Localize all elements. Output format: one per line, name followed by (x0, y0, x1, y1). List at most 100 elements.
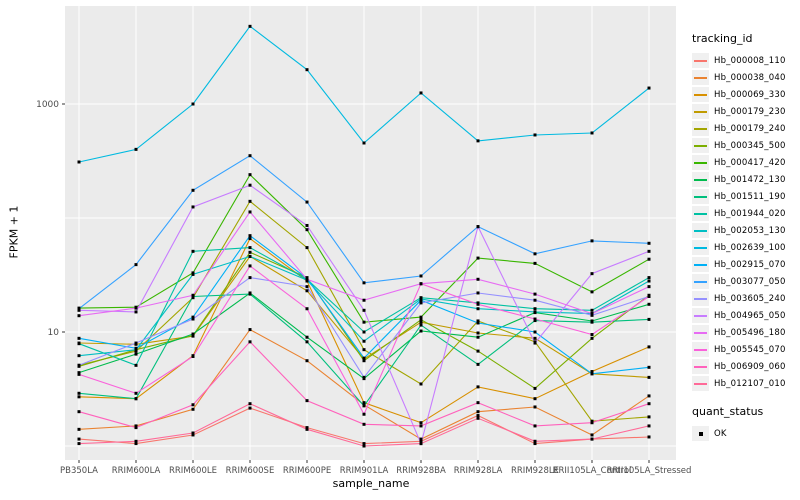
quant-status-item: OK (692, 425, 798, 442)
data-point (476, 349, 480, 353)
legend-color-segment (694, 331, 707, 334)
data-point (647, 285, 651, 289)
data-point (647, 86, 651, 90)
legend-color-segment (694, 246, 707, 249)
data-point (248, 250, 252, 254)
quant-status-label: OK (714, 428, 727, 439)
data-point (362, 339, 366, 343)
data-point (77, 371, 81, 375)
data-point (476, 335, 480, 339)
data-point (533, 397, 537, 401)
x-tick-label-RRIM928LA: RRIM928LA (454, 466, 503, 476)
legend-item-label: Hb_001472_130 (714, 174, 786, 185)
data-point (134, 391, 138, 395)
data-point (647, 402, 651, 406)
data-point (191, 272, 195, 276)
legend-item-Hb_000345_500: Hb_000345_500 (692, 137, 798, 154)
data-point (590, 239, 594, 243)
legend-color-segment (694, 229, 707, 232)
data-point (362, 141, 366, 145)
data-point (134, 397, 138, 401)
x-tick-label-RRIM600LA: RRIM600LA (112, 466, 161, 476)
data-point (362, 375, 366, 379)
data-point (362, 298, 366, 302)
data-point (476, 225, 480, 229)
data-point (77, 307, 81, 311)
data-point (248, 254, 252, 258)
data-point (533, 292, 537, 296)
legend-title-quant-status: quant_status (692, 405, 764, 418)
data-point (362, 442, 366, 446)
legend-item-label: Hb_000417_420 (714, 157, 786, 168)
data-point (305, 335, 309, 339)
data-point (647, 276, 651, 280)
data-point (647, 294, 651, 298)
legend-item-label: Hb_003605_240 (714, 293, 786, 304)
data-point (248, 264, 252, 268)
legend-item-Hb_006909_060: Hb_006909_060 (692, 358, 798, 375)
data-point (362, 412, 366, 416)
data-point (590, 372, 594, 376)
legend-color-segment (694, 195, 707, 198)
data-point (647, 241, 651, 245)
legend-key-line (692, 172, 709, 187)
legend-item-label: Hb_005545_070 (714, 344, 786, 355)
legend-color-segment (694, 161, 707, 164)
data-point (77, 395, 81, 399)
legend-item-Hb_012107_010: Hb_012107_010 (692, 375, 798, 392)
data-point (590, 333, 594, 337)
data-point (191, 332, 195, 336)
legend-item-Hb_005496_180: Hb_005496_180 (692, 324, 798, 341)
data-point (419, 329, 423, 333)
x-tick-label-RRII105LA_Stressed: RRII105LA_Stressed (607, 466, 692, 476)
legend-item-Hb_004965_050: Hb_004965_050 (692, 307, 798, 324)
data-point (191, 293, 195, 297)
legend-item-Hb_000417_420: Hb_000417_420 (692, 154, 798, 171)
data-point (362, 320, 366, 324)
data-point (476, 302, 480, 306)
legend-color-segment (694, 178, 707, 181)
data-point (476, 410, 480, 414)
data-point (134, 424, 138, 428)
data-point (476, 362, 480, 366)
data-point (533, 252, 537, 256)
legend-item-label: Hb_002915_070 (714, 259, 786, 270)
legend-color-segment (694, 76, 707, 79)
data-point (134, 439, 138, 443)
quant-status-section: quant_status OK (692, 405, 798, 442)
data-point (248, 183, 252, 187)
data-point (647, 345, 651, 349)
legend-color-segment (694, 382, 707, 385)
legend-item-label: Hb_000008_110 (714, 55, 786, 66)
legend-color-segment (694, 314, 707, 317)
legend-key-line (692, 70, 709, 85)
data-point (533, 317, 537, 321)
data-point (134, 263, 138, 267)
legend-items-list: Hb_000008_110 Hb_000038_040 Hb_000069_330 H… (692, 52, 798, 392)
legend-color-segment (694, 348, 707, 351)
data-point (362, 281, 366, 285)
data-point (419, 382, 423, 386)
data-point (476, 139, 480, 143)
data-point (533, 341, 537, 345)
data-point (248, 237, 252, 241)
legend-color-segment (694, 144, 707, 147)
data-point (647, 249, 651, 253)
data-point (305, 340, 309, 344)
data-point (419, 421, 423, 425)
data-point (647, 279, 651, 283)
data-point (533, 336, 537, 340)
data-point (590, 433, 594, 437)
legend-key-line (692, 342, 709, 357)
data-point (191, 249, 195, 253)
data-point (419, 298, 423, 302)
data-point (362, 422, 366, 426)
data-point (191, 102, 195, 106)
x-tick-label-RRIM928LE: RRIM928LE (511, 466, 559, 476)
x-axis-title: sample_name (332, 477, 410, 490)
data-point (476, 321, 480, 325)
data-point (77, 410, 81, 414)
legend-item-label: Hb_000038_040 (714, 72, 786, 83)
legend-key-line (692, 104, 709, 119)
legend-color-segment (694, 263, 707, 266)
